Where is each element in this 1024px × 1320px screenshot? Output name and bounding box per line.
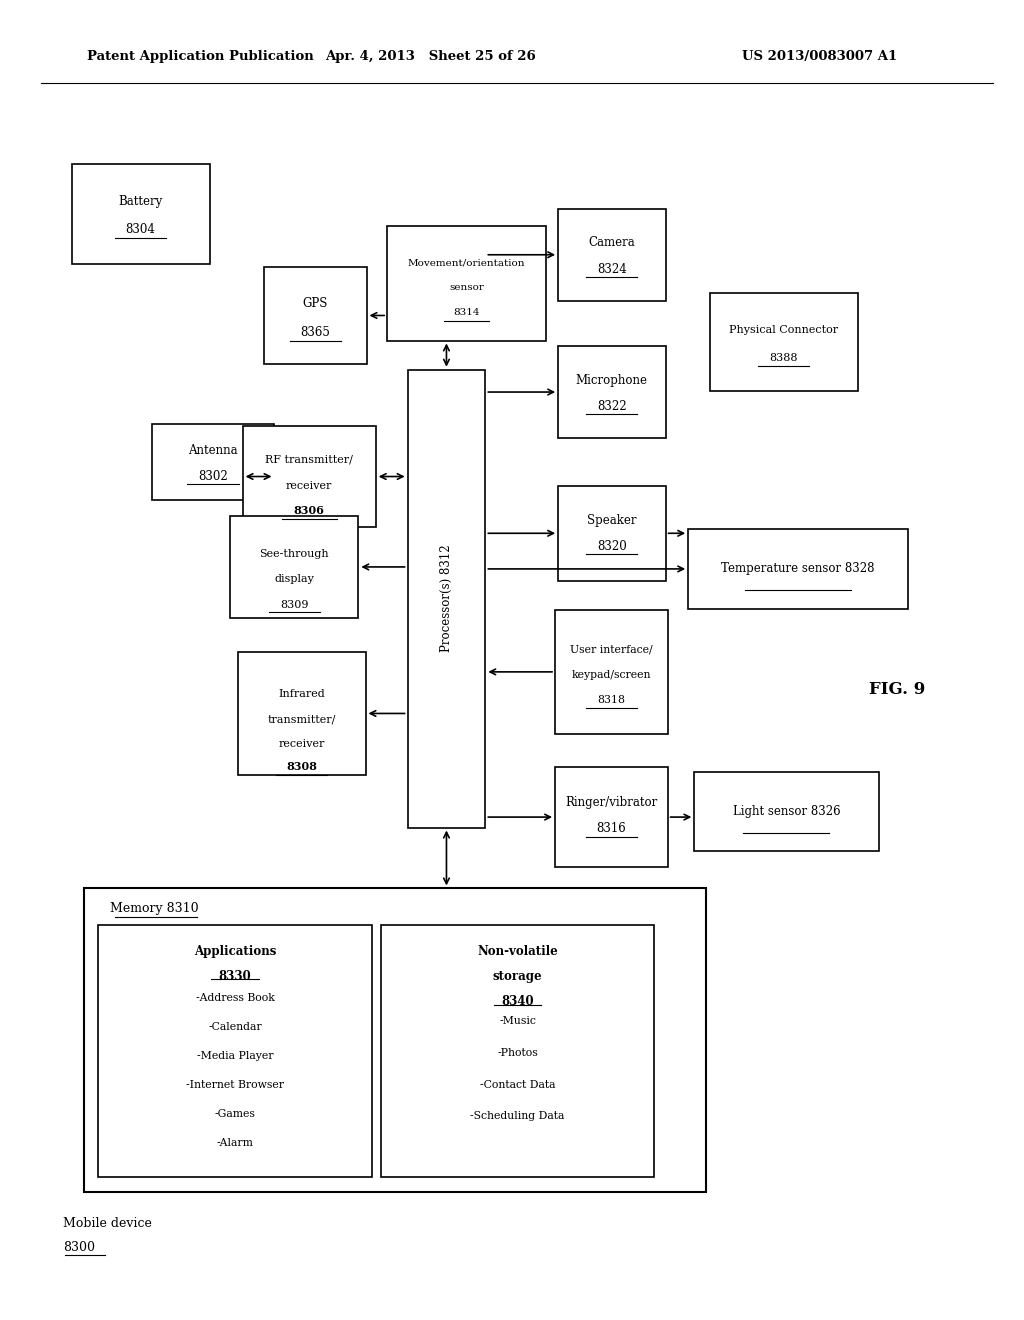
Bar: [555, 767, 668, 867]
Text: Apr. 4, 2013   Sheet 25 of 26: Apr. 4, 2013 Sheet 25 of 26: [325, 50, 536, 63]
Text: 8309: 8309: [281, 599, 308, 610]
Text: -Music: -Music: [499, 1016, 537, 1027]
Bar: [555, 610, 668, 734]
Text: -Alarm: -Alarm: [216, 1138, 254, 1148]
Text: Battery: Battery: [118, 195, 163, 209]
Text: 8308: 8308: [286, 762, 317, 772]
Text: receiver: receiver: [279, 739, 325, 750]
Text: -Internet Browser: -Internet Browser: [186, 1080, 284, 1090]
Bar: [152, 424, 274, 500]
Text: See-through: See-through: [260, 549, 329, 560]
Text: US 2013/0083007 A1: US 2013/0083007 A1: [741, 50, 897, 63]
Text: User interface/: User interface/: [570, 644, 652, 655]
Text: display: display: [274, 574, 314, 585]
Text: 8365: 8365: [300, 326, 331, 339]
Text: Applications: Applications: [194, 945, 276, 958]
Text: Movement/orientation: Movement/orientation: [408, 259, 525, 267]
Bar: [72, 164, 210, 264]
Text: 8304: 8304: [125, 223, 156, 236]
Text: -Photos: -Photos: [498, 1048, 538, 1059]
Text: 8388: 8388: [770, 352, 798, 363]
Bar: [558, 209, 666, 301]
Text: -Scheduling Data: -Scheduling Data: [470, 1111, 565, 1122]
Text: Patent Application Publication: Patent Application Publication: [87, 50, 313, 63]
Text: 8320: 8320: [597, 540, 627, 553]
Text: 8340: 8340: [502, 995, 534, 1008]
Text: sensor: sensor: [449, 284, 484, 292]
Text: 8316: 8316: [596, 822, 627, 836]
Text: 8330: 8330: [219, 970, 251, 983]
Text: storage: storage: [493, 970, 543, 983]
Bar: [387, 226, 546, 341]
Text: -Media Player: -Media Player: [197, 1051, 273, 1061]
Text: Mobile device: Mobile device: [63, 1217, 153, 1230]
Text: 8324: 8324: [597, 263, 627, 276]
Text: 8318: 8318: [597, 694, 626, 705]
Text: Temperature sensor 8328: Temperature sensor 8328: [722, 562, 874, 576]
Bar: [381, 925, 654, 1177]
Text: -Contact Data: -Contact Data: [480, 1080, 555, 1090]
Text: RF transmitter/: RF transmitter/: [265, 454, 353, 465]
Bar: [238, 652, 366, 775]
Bar: [98, 925, 372, 1177]
Bar: [710, 293, 858, 391]
Text: Ringer/vibrator: Ringer/vibrator: [565, 796, 657, 809]
Bar: [84, 888, 706, 1192]
Text: 8300: 8300: [63, 1241, 95, 1254]
Text: keypad/screen: keypad/screen: [571, 669, 651, 680]
Bar: [694, 772, 879, 851]
Text: transmitter/: transmitter/: [267, 714, 336, 725]
Bar: [230, 516, 358, 618]
Bar: [558, 346, 666, 438]
Bar: [264, 267, 367, 364]
Text: Infrared: Infrared: [279, 689, 325, 700]
Bar: [688, 529, 908, 609]
Bar: [408, 370, 485, 828]
Text: Processor(s) 8312: Processor(s) 8312: [440, 544, 453, 652]
Text: Antenna: Antenna: [188, 444, 238, 457]
Text: 8306: 8306: [294, 506, 325, 516]
Text: FIG. 9: FIG. 9: [869, 681, 925, 697]
Text: Non-volatile: Non-volatile: [477, 945, 558, 958]
Text: Light sensor 8326: Light sensor 8326: [732, 805, 841, 818]
Text: -Games: -Games: [215, 1109, 255, 1119]
Text: Memory 8310: Memory 8310: [110, 902, 199, 915]
Text: Microphone: Microphone: [575, 374, 648, 387]
Text: receiver: receiver: [286, 480, 333, 491]
Text: -Calendar: -Calendar: [208, 1022, 262, 1032]
Text: Physical Connector: Physical Connector: [729, 325, 839, 335]
Text: Camera: Camera: [589, 236, 635, 249]
Bar: [243, 426, 376, 527]
Text: GPS: GPS: [303, 297, 328, 310]
Text: Speaker: Speaker: [587, 513, 637, 527]
Text: 8314: 8314: [454, 309, 479, 317]
Bar: [558, 486, 666, 581]
Text: 8322: 8322: [597, 400, 627, 413]
Text: -Address Book: -Address Book: [196, 993, 274, 1003]
Text: 8302: 8302: [198, 470, 228, 483]
